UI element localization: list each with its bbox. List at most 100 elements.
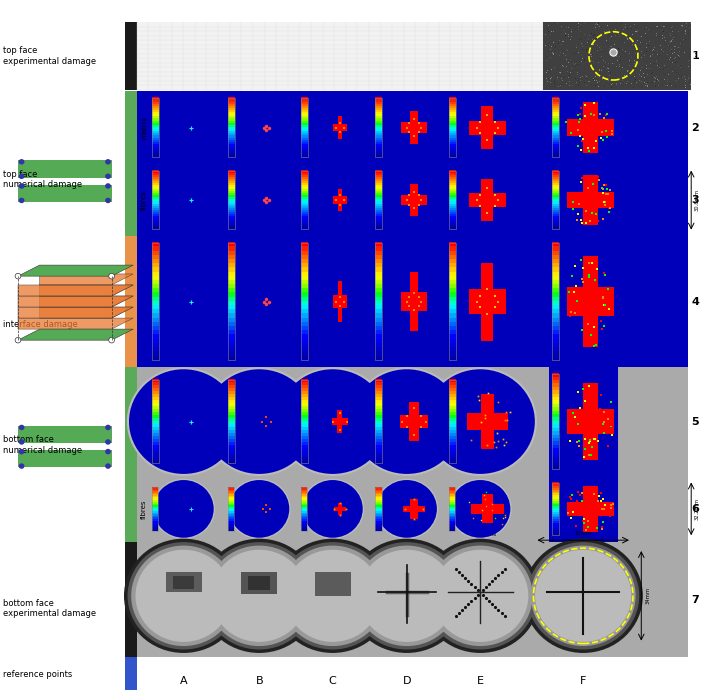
Bar — [375, 121, 382, 124]
Bar — [375, 98, 382, 157]
Circle shape — [428, 546, 533, 646]
Bar — [552, 106, 559, 108]
Bar — [152, 339, 159, 344]
Bar — [552, 246, 559, 251]
Bar — [228, 487, 234, 531]
Bar — [375, 104, 382, 106]
Bar — [301, 460, 308, 464]
Bar — [449, 508, 455, 511]
Bar — [301, 288, 308, 293]
Bar — [152, 224, 159, 227]
Text: petals: petals — [478, 532, 497, 538]
Bar — [301, 391, 308, 395]
Circle shape — [276, 367, 390, 476]
Circle shape — [19, 424, 24, 431]
Bar — [552, 191, 559, 194]
Bar — [301, 212, 308, 215]
Bar — [552, 504, 559, 507]
Bar — [552, 139, 559, 143]
Circle shape — [105, 424, 111, 431]
Bar — [152, 108, 159, 110]
Bar — [552, 117, 559, 119]
Bar — [301, 309, 308, 314]
Bar — [152, 139, 159, 143]
Bar — [375, 204, 382, 206]
Bar — [228, 499, 234, 501]
Bar — [375, 454, 382, 457]
Bar — [301, 529, 307, 531]
Text: B: B — [256, 676, 263, 686]
Bar — [152, 403, 159, 406]
Bar — [152, 497, 158, 500]
Bar — [375, 391, 382, 395]
Bar — [301, 131, 308, 134]
Bar — [301, 451, 308, 455]
Bar — [552, 170, 559, 173]
Bar — [301, 243, 308, 360]
Bar — [152, 121, 159, 124]
Bar — [152, 216, 159, 219]
Circle shape — [124, 539, 243, 653]
Bar — [400, 415, 428, 428]
Bar — [552, 141, 559, 145]
Bar — [449, 529, 455, 531]
Bar — [152, 326, 159, 331]
Bar — [228, 445, 235, 448]
Bar — [449, 131, 456, 134]
Bar — [375, 175, 382, 177]
Bar — [228, 148, 235, 151]
Bar — [228, 191, 235, 194]
Bar — [449, 525, 455, 527]
Bar — [228, 125, 235, 128]
Bar — [552, 197, 559, 200]
Bar — [228, 243, 235, 360]
Bar — [401, 292, 427, 311]
Bar — [301, 101, 308, 104]
Bar — [228, 181, 235, 184]
Bar — [449, 220, 456, 223]
Circle shape — [105, 440, 111, 445]
Circle shape — [523, 539, 643, 653]
Bar — [228, 355, 235, 360]
Bar — [301, 293, 308, 297]
Bar — [375, 144, 382, 147]
Bar — [449, 519, 455, 521]
Bar — [152, 199, 159, 202]
Bar — [152, 335, 159, 339]
Circle shape — [109, 337, 114, 343]
Bar — [152, 171, 159, 229]
Bar — [301, 491, 307, 493]
Bar — [228, 139, 235, 143]
Bar — [152, 379, 159, 383]
Bar — [375, 214, 382, 217]
Bar — [375, 382, 382, 386]
Bar — [552, 448, 559, 452]
Bar — [449, 379, 456, 383]
Circle shape — [228, 479, 291, 539]
Bar — [228, 226, 235, 229]
Bar — [449, 181, 456, 184]
Bar — [301, 430, 308, 433]
Bar — [152, 222, 159, 225]
Bar — [152, 220, 159, 223]
Bar — [449, 415, 456, 419]
Bar — [552, 508, 559, 511]
Bar — [567, 119, 613, 136]
Bar — [152, 187, 159, 190]
Bar — [228, 317, 235, 322]
Bar — [301, 427, 308, 431]
Bar — [333, 197, 347, 204]
Bar — [375, 115, 382, 117]
Bar — [152, 525, 158, 527]
Bar — [228, 494, 234, 497]
Bar — [315, 571, 351, 595]
Bar — [301, 508, 307, 511]
Bar — [228, 267, 235, 272]
Bar — [137, 22, 688, 90]
Bar — [152, 516, 158, 518]
Bar — [552, 129, 559, 132]
Bar — [552, 411, 559, 415]
Bar — [449, 183, 456, 186]
Bar — [552, 175, 559, 177]
Bar — [228, 326, 235, 331]
